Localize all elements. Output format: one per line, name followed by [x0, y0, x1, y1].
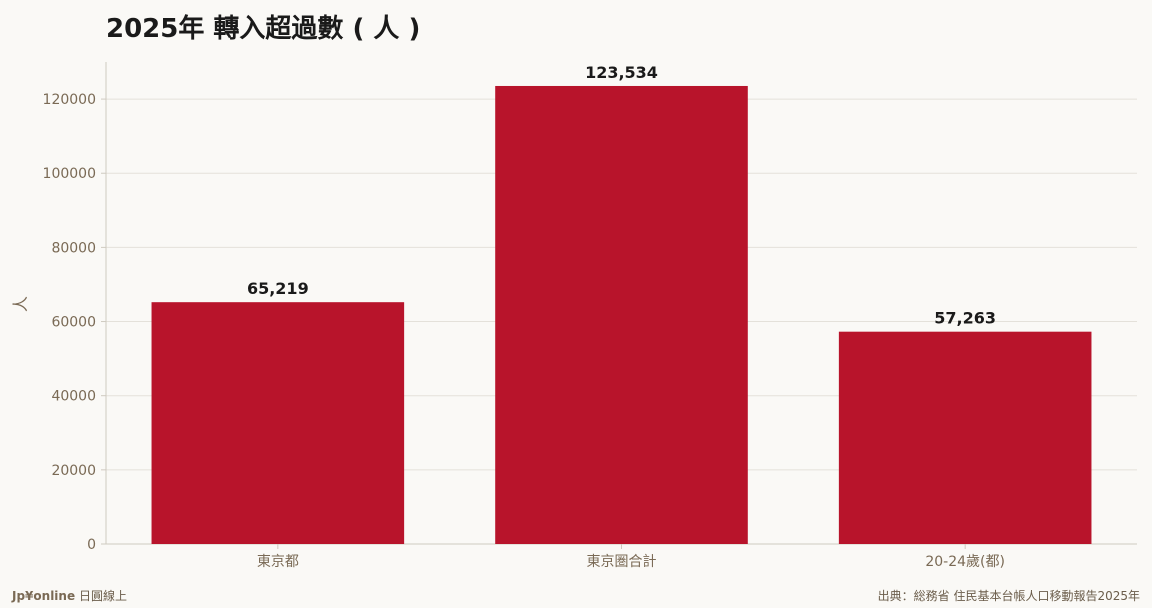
- x-tick-label: 東京圏合計: [587, 554, 657, 570]
- y-tick-label: 60000: [51, 315, 96, 331]
- bar: [495, 85, 748, 544]
- brand-subtitle: 日圓線上: [78, 589, 127, 603]
- source-note: 出典：総務省 住民基本台帳人口移動報告2025年: [877, 589, 1140, 603]
- y-tick-label: 120000: [43, 92, 96, 108]
- y-tick-label: 20000: [51, 463, 96, 479]
- y-tick-label: 100000: [43, 166, 96, 182]
- y-tick-label: 80000: [51, 240, 96, 256]
- footer-brand: Jp¥online 日圓線上: [12, 587, 127, 604]
- labels: 65,219 東京都 123,534 東京圏合計 57,263 20-24歲(都): [247, 63, 1005, 570]
- chart-title: 2025年 轉入超過數 ( 人 ): [106, 13, 420, 44]
- bars: [151, 85, 1092, 544]
- y-tick-label: 0: [87, 537, 96, 553]
- y-tick-label: 40000: [51, 389, 96, 405]
- brand-logo-text: Jp¥online: [12, 589, 76, 603]
- bar-value-label: 57,263: [934, 309, 996, 328]
- bar-value-label: 123,534: [585, 63, 658, 82]
- bar-chart: 2025年 轉入超過數 ( 人 ) 0 20000 40000 60000 80000 1…: [11, 13, 1137, 570]
- bar: [838, 331, 1092, 544]
- x-tick-label: 東京都: [257, 554, 299, 570]
- x-tick-label: 20-24歲(都): [925, 554, 1005, 570]
- bar-value-label: 65,219: [247, 279, 309, 298]
- bar: [151, 302, 405, 544]
- y-axis-label: 人: [11, 296, 30, 312]
